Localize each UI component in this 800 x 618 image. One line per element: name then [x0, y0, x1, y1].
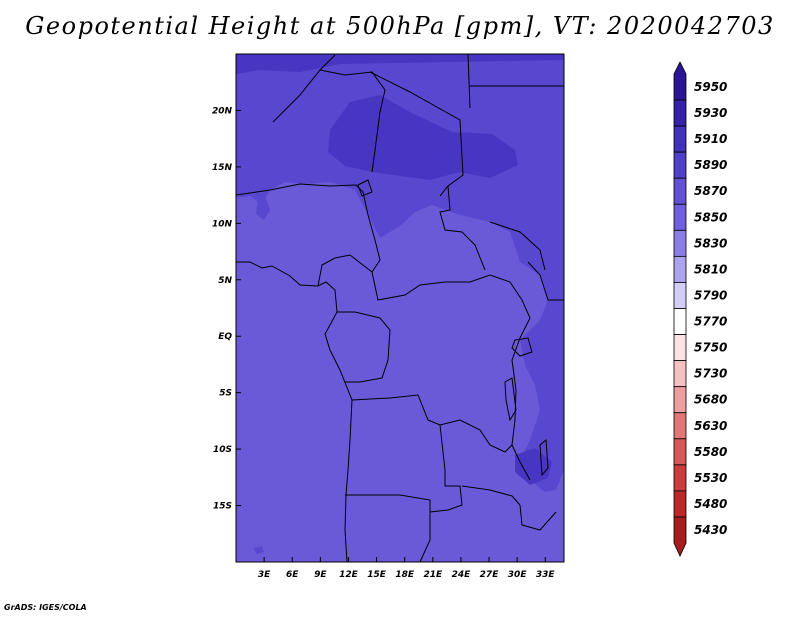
- colorbar-swatch: [673, 334, 687, 362]
- colorbar-label: 5850: [694, 210, 727, 224]
- colorbar-label: 5910: [694, 132, 727, 146]
- colorbar-label: 5730: [694, 367, 727, 381]
- border-sudan-ss: [489, 221, 546, 271]
- y-tick-label: 5N: [218, 276, 232, 286]
- border-car: [371, 271, 523, 301]
- y-tick-label: 15N: [212, 163, 233, 173]
- colorbar-swatch: [673, 229, 687, 257]
- colorbar-swatch: [673, 61, 687, 101]
- field-band-5890-small: [254, 546, 264, 554]
- colorbar-swatch: [673, 151, 687, 179]
- colorbar-label: 5830: [694, 236, 727, 250]
- colorbar-label: 5630: [694, 419, 727, 433]
- x-tick-label: 18E: [395, 570, 415, 580]
- colorbar-swatch: [673, 412, 687, 440]
- colorbar-swatch: [673, 99, 687, 127]
- border-zambia-east: [461, 485, 521, 506]
- x-tick-label: 6E: [286, 570, 299, 580]
- x-tick-label: 33E: [536, 570, 556, 580]
- lake-chad: [357, 179, 373, 197]
- colorbar-label: 5530: [694, 471, 727, 485]
- colorbar-swatch: [673, 490, 687, 518]
- colorbar-swatch: [673, 255, 687, 283]
- x-tick-label: 3E: [258, 570, 271, 580]
- colorbar-label: 5890: [694, 158, 727, 172]
- border-cameroon: [317, 254, 373, 287]
- border-gabon-congo: [337, 311, 391, 383]
- map-area: [236, 54, 564, 562]
- coastline: [236, 261, 353, 562]
- colorbar-swatch: [673, 464, 687, 492]
- x-tick-label: 21E: [423, 570, 443, 580]
- y-tick-label: 15S: [213, 502, 232, 512]
- lake-victoria: [511, 337, 533, 357]
- border-ethiopia: [527, 261, 564, 301]
- colorbar-label: 5790: [694, 288, 727, 302]
- colorbar-label: 5810: [694, 262, 727, 276]
- border-chad-east: [439, 185, 486, 271]
- x-tick-label: 12E: [339, 570, 359, 580]
- colorbar-label: 5580: [694, 445, 727, 459]
- map-frame: [235, 53, 565, 563]
- colorbar-label: 5770: [694, 315, 727, 329]
- border-niger-north: [319, 69, 386, 173]
- x-tick-label: 15E: [367, 570, 387, 580]
- colorbar-label: 5930: [694, 106, 727, 120]
- colorbar-swatch: [673, 177, 687, 205]
- y-tick-label: EQ: [218, 332, 232, 342]
- colorbar: 5950 5930 5910 5890 5870 5850 5830 5810 5790 5770…: [673, 61, 727, 557]
- y-tick-label: 10S: [213, 445, 232, 455]
- x-tick-label: 27E: [480, 570, 500, 580]
- border-angola-zambia: [429, 424, 463, 513]
- field-band-5910-east: [515, 448, 552, 485]
- border-libya-egypt: [467, 54, 471, 109]
- y-tick-label: 5S: [219, 389, 232, 399]
- lake-tanganyika: [504, 377, 517, 422]
- x-tick-label: 24E: [452, 570, 472, 580]
- border-drc-east: [511, 299, 531, 481]
- country-borders: [236, 54, 564, 562]
- y-tick-label: 10N: [212, 219, 233, 229]
- border-sahara-west: [272, 54, 336, 123]
- x-tick-label: 9E: [314, 570, 327, 580]
- border-car-north: [367, 214, 381, 273]
- y-tick-label: 20N: [212, 106, 233, 116]
- grads-credit: GrADS: IGES/COLA: [4, 603, 87, 612]
- colorbar-label: 5480: [694, 497, 727, 511]
- lake-malawi: [539, 438, 549, 477]
- colorbar-label: 5680: [694, 393, 727, 407]
- colorbar-swatch: [673, 308, 687, 335]
- colorbar-swatch: [673, 360, 687, 388]
- colorbar-swatch: [673, 386, 687, 414]
- border-namibia: [345, 494, 431, 562]
- colorbar-label: 5950: [694, 80, 727, 94]
- colorbar-label: 5870: [694, 184, 727, 198]
- border-niger-libya: [369, 71, 464, 197]
- geopotential-field: [236, 54, 564, 562]
- map-axes: 3E 6E 9E 12E 15E 18E 21E 24E 27E 30E 33E 20N 15N 10N 5…: [212, 106, 556, 580]
- map-title: Geopotential Height at 500hPa [gpm], VT:…: [25, 12, 775, 40]
- colorbar-swatch: [673, 438, 687, 466]
- field-band-5890-north: [236, 54, 564, 300]
- colorbar-swatch: [673, 516, 687, 557]
- colorbar-label: 5750: [694, 341, 727, 355]
- colorbar-swatch: [673, 203, 687, 231]
- colorbar-label: 5430: [694, 523, 727, 537]
- field-band-5890-west: [256, 196, 270, 220]
- field-band-5910-core: [328, 95, 518, 180]
- field-band-5910: [236, 54, 564, 74]
- x-tick-label: 30E: [508, 570, 528, 580]
- border-moz: [519, 504, 557, 531]
- border-nigeria-niger: [236, 183, 369, 216]
- colorbar-swatch: [673, 125, 687, 153]
- colorbar-swatch: [673, 282, 687, 309]
- border-drc-south: [351, 394, 513, 453]
